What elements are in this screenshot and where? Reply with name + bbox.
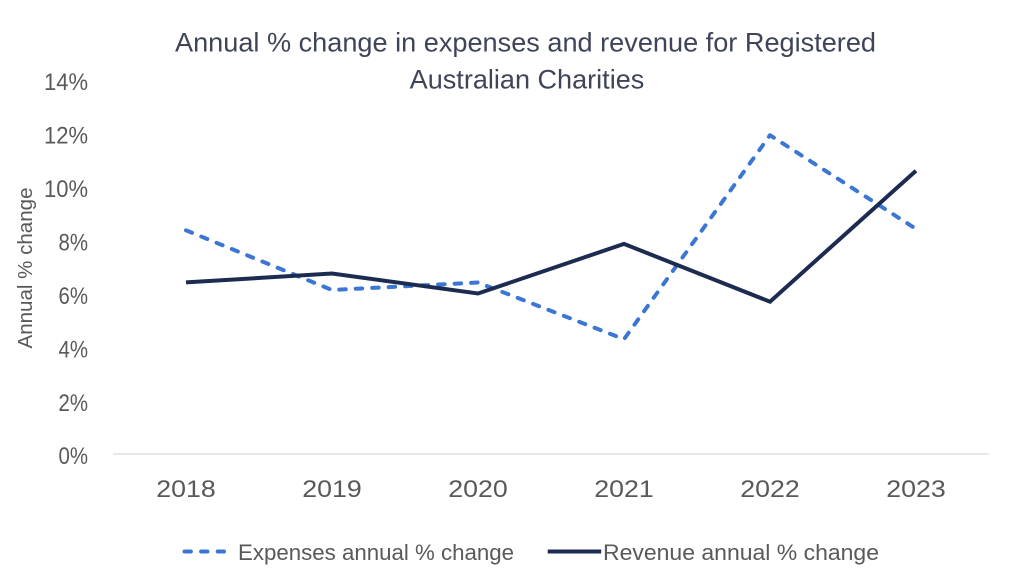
svg-text:8%: 8% (59, 230, 89, 257)
svg-text:10%: 10% (44, 176, 88, 203)
svg-text:14%: 14% (44, 69, 88, 96)
svg-text:2020: 2020 (448, 476, 508, 503)
svg-text:Revenue annual % change: Revenue annual % change (603, 540, 879, 565)
svg-text:0%: 0% (59, 443, 89, 470)
svg-text:2%: 2% (59, 390, 89, 417)
svg-text:2022: 2022 (740, 476, 800, 503)
svg-text:2019: 2019 (302, 476, 362, 503)
svg-text:Annual % change: Annual % change (15, 188, 37, 349)
svg-text:Annual % change in expenses an: Annual % change in expenses and revenue … (175, 27, 876, 57)
svg-text:4%: 4% (59, 337, 89, 364)
svg-text:6%: 6% (59, 283, 89, 310)
svg-text:Australian Charities: Australian Charities (410, 64, 645, 94)
svg-text:12%: 12% (44, 123, 88, 150)
svg-text:2023: 2023 (886, 476, 946, 503)
svg-text:2018: 2018 (156, 476, 216, 503)
svg-text:Expenses annual % change: Expenses annual % change (238, 540, 514, 565)
svg-text:2021: 2021 (594, 476, 654, 503)
